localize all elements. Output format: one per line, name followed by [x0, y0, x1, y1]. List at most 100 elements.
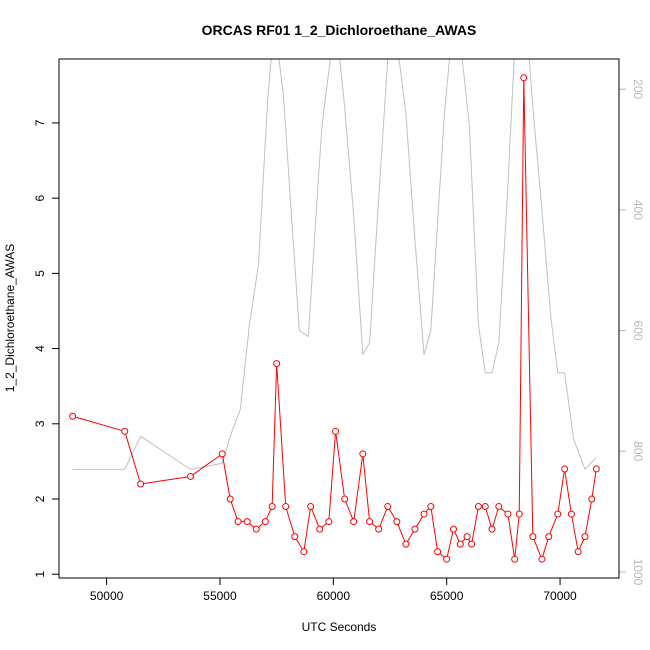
series-line-segment [507, 59, 515, 186]
series-line-segment [285, 506, 296, 537]
data-point [481, 503, 489, 511]
series-line-segment [396, 521, 407, 545]
series-line-segment [221, 433, 232, 464]
series-line-segment [140, 475, 191, 485]
series-line-segment [514, 514, 520, 560]
series-line-segment [584, 456, 597, 470]
series-line-segment [289, 197, 300, 331]
data-point [341, 495, 349, 503]
data-point [273, 360, 281, 368]
plot-frame [58, 58, 620, 579]
series-line-segment [564, 372, 575, 440]
data-point [456, 540, 464, 548]
x-tick-label: 55000 [203, 589, 237, 603]
series-line-segment [190, 462, 223, 470]
series-line-segment [72, 415, 125, 432]
data-point [420, 510, 428, 518]
data-point [350, 518, 358, 526]
data-point [268, 503, 276, 511]
y-tick-label: 4 [33, 345, 47, 352]
series-line-segment [303, 506, 312, 552]
series-line-segment [353, 453, 364, 522]
data-point [511, 555, 519, 563]
series-line-segment [378, 506, 389, 530]
data-point [411, 525, 419, 533]
y-tick-label: 3 [33, 420, 47, 427]
data-point [529, 533, 537, 541]
data-point [443, 555, 451, 563]
series-line-segment [484, 506, 493, 530]
data-point [402, 540, 410, 548]
series-line-segment [310, 506, 321, 530]
series-line-segment [239, 324, 250, 410]
data-point [427, 503, 435, 511]
series-line-segment [190, 453, 223, 477]
data-point [359, 450, 367, 458]
data-point [282, 503, 290, 511]
data-point [449, 525, 457, 533]
y-tick-label: 2 [33, 495, 47, 502]
series-line-segment [124, 435, 142, 470]
series-line-segment [299, 330, 309, 338]
series-line-segment [498, 185, 509, 343]
data-point [137, 480, 145, 488]
series-line-segment [398, 59, 407, 114]
series-line-segment [267, 59, 272, 102]
series-line-segment [532, 536, 543, 560]
series-line-segment [328, 431, 337, 522]
series-line-segment [282, 95, 291, 198]
x-tick-label: 50000 [90, 589, 124, 603]
series-line-segment [550, 318, 559, 373]
series-line-segment [423, 330, 432, 355]
data-point [574, 548, 582, 556]
series-line-segment [314, 125, 323, 229]
series-line-segment [344, 107, 355, 216]
y-axis-label: 1_2_Dichloroethane_AWAS [3, 244, 17, 393]
data-point [332, 427, 340, 435]
data-point [121, 427, 129, 435]
data-point [554, 510, 562, 518]
series-line-segment [307, 227, 316, 337]
series-line-segment [344, 498, 355, 522]
series-line-segment [573, 439, 586, 470]
x-tick-label: 60000 [317, 589, 351, 603]
series-line-segment [491, 342, 500, 373]
data-point [592, 465, 600, 473]
series-line-segment [507, 513, 516, 560]
data-point [463, 533, 471, 541]
series-line-segment [541, 209, 552, 319]
left-series-group [69, 74, 600, 563]
series-line-segment [124, 431, 142, 485]
series-line-segment [564, 468, 572, 515]
right-axis-series-layer [72, 59, 597, 470]
data-point [520, 74, 528, 82]
data-point [495, 503, 503, 511]
data-point [375, 525, 383, 533]
series-line-segment [405, 113, 416, 241]
series-line-segment [461, 59, 470, 126]
series-line-segment [414, 240, 425, 355]
data-point [69, 412, 77, 420]
y-tick-label: 6 [33, 194, 47, 201]
series-line-segment [362, 453, 371, 522]
series-line-segment [570, 513, 579, 552]
series-line-segment [491, 506, 500, 530]
y2-tick-label: 800 [631, 441, 645, 461]
series-line-segment [468, 125, 479, 325]
series-line-segment [321, 59, 331, 126]
series-line-segment [353, 215, 364, 355]
data-point [300, 548, 308, 556]
series-line-segment [362, 342, 371, 355]
left-axis-series-layer [69, 74, 600, 563]
series-line-segment [230, 408, 241, 434]
data-point [434, 548, 442, 556]
data-point [581, 533, 589, 541]
y2-tick-label: 400 [631, 200, 645, 220]
series-line-segment [477, 324, 486, 373]
x-tick-label: 65000 [430, 589, 464, 603]
data-point [307, 503, 315, 511]
series-line-segment [532, 107, 543, 210]
data-point [291, 533, 299, 541]
data-point [561, 465, 569, 473]
